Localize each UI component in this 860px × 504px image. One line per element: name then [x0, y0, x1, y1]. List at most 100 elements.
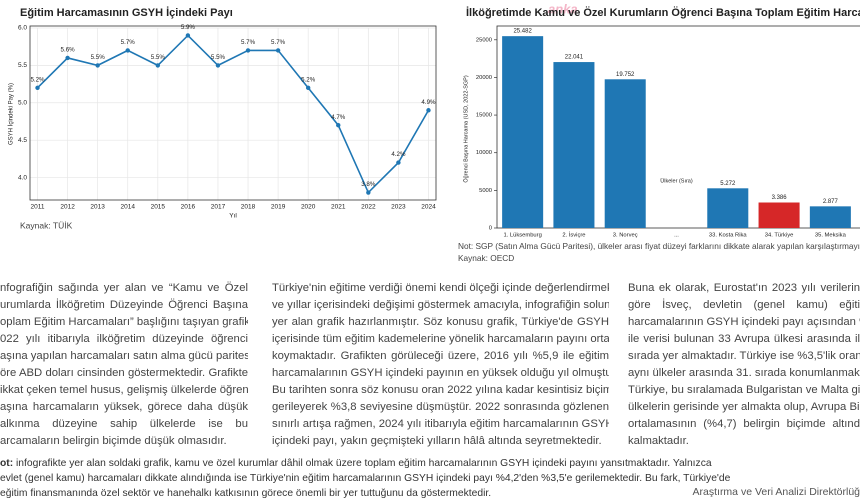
- text-line: aynı ülkeler arasında 31. sırada konumla…: [628, 367, 860, 379]
- text-line: içerisinde tüm eğitim kademelerine yönel…: [272, 333, 609, 345]
- data-label: 25.482: [513, 29, 532, 35]
- text-line: 022 yılı itibarıyla ilköğretim düzeyinde…: [0, 333, 248, 345]
- y-tick-label: 15000: [476, 113, 492, 119]
- x-tick-label: 3. Norveç: [613, 233, 638, 239]
- note-text: evlet (genel kamu) harcamaları dikkate a…: [0, 473, 731, 484]
- text-column: Buna ek olarak, Eurostat'ın 2023 yılı ve…: [628, 280, 860, 450]
- plot-frame: [496, 25, 860, 229]
- text-line: arcamaların belirgin biçimde düşük olmas…: [0, 435, 227, 447]
- x-axis-label: Ülkeler (Sıra): [660, 177, 693, 184]
- bar: [604, 79, 646, 229]
- y-axis-label: GSYH İçindeki Pay (%): [8, 83, 15, 145]
- point: [215, 63, 221, 68]
- charts: anka Eğitim Harcamasının GSYH İçindeki Pa…: [8, 1, 860, 263]
- data-label: 4.7%: [331, 114, 346, 121]
- bar: [809, 206, 851, 228]
- plot-frame: [29, 25, 437, 201]
- text-line: harcamalarının GSYH içindeki payının en …: [272, 367, 609, 379]
- chart-note: Not: SGP (Satın Alma Gücü Paritesi), ülk…: [458, 241, 860, 251]
- y-tick-label: 4.5: [18, 137, 27, 144]
- point: [185, 33, 191, 38]
- text-line: koymaktadır. Grafikten görüleceği üzere,…: [272, 350, 609, 362]
- text-line: kalmaktadır.: [628, 435, 689, 447]
- data-label: 5.5%: [211, 54, 226, 61]
- point: [275, 48, 281, 53]
- data-label: 2.877: [823, 199, 839, 205]
- text-line: aşına harcamaların yüksek, görece daha d…: [0, 401, 248, 413]
- y-tick-label: 0: [489, 226, 492, 232]
- note-text: infografikte yer alan soldaki grafik, ka…: [13, 458, 712, 469]
- point: [305, 85, 311, 91]
- x-tick-label: 2013: [90, 204, 105, 211]
- bar: [502, 36, 544, 228]
- line: [36, 34, 430, 194]
- text-line: sınırlı artışa rağmen, 2024 yılı itibarı…: [272, 418, 609, 430]
- x-tick-label: 34. Türkiye: [765, 233, 794, 239]
- text-column: Türkiye'nin eğitime verdiği önemi kendi …: [272, 280, 609, 450]
- note-line: ot: infografikte yer alan soldaki grafik…: [0, 456, 860, 471]
- source: Kaynak: OECD: [458, 253, 514, 263]
- x-tick-label: 2014: [121, 204, 136, 211]
- point: [155, 63, 161, 68]
- text-line: ortalamasının (%4,7) belirgin biçimde al…: [628, 418, 860, 430]
- data-label: 4.2%: [391, 151, 406, 158]
- x-tick-label: 33. Kosta Rika: [709, 233, 747, 239]
- text-line: harcamalarının GSYH içindeki payı açısın…: [628, 316, 860, 328]
- text-line: içindeki payı, yakın geçmişteki yılların…: [272, 435, 602, 447]
- point: [336, 123, 341, 128]
- x-tick-label: 2011: [31, 204, 45, 211]
- data-label: 5.7%: [271, 39, 286, 46]
- text-line: alkınma düzeyine sahip ülkelerde ise bu: [0, 418, 248, 430]
- source: Kaynak: TÜİK: [20, 220, 73, 230]
- y-tick-label: 20000: [476, 75, 492, 81]
- text-line: ile verisi bulunan 33 Avrupa ülkesi aras…: [628, 333, 860, 345]
- x-tick-label: 1. Lüksemburg: [503, 233, 541, 239]
- point: [95, 63, 100, 68]
- data-label: 5.6%: [61, 47, 76, 54]
- x-tick-label: 2024: [421, 204, 436, 211]
- x-tick-label: 2023: [391, 204, 406, 211]
- y-tick-label: 4.0: [18, 174, 27, 181]
- x-tick-label: 2016: [181, 204, 196, 211]
- point: [35, 85, 40, 91]
- x-tick-label: 2012: [60, 204, 75, 211]
- y-tick-label: 5.5: [18, 62, 27, 69]
- data-label: 5.2%: [301, 76, 316, 83]
- data-label: 5.5%: [151, 54, 166, 61]
- y-tick-label: 10000: [476, 150, 492, 156]
- note-text: eğitim finansmanında özel sektör ve hane…: [0, 488, 492, 499]
- text-line: sırada yer almaktadır. Türkiye ise %3,5'…: [628, 350, 860, 362]
- text-line: yer alan grafik hazırlanmıştır. Söz konu…: [272, 316, 609, 328]
- point: [245, 48, 251, 53]
- y-tick-label: 6.0: [18, 25, 27, 32]
- note-line: evlet (genel kamu) harcamaları dikkate a…: [0, 471, 860, 486]
- x-tick-label: 2. İsviçre: [562, 232, 585, 239]
- data-label: 4.9%: [421, 99, 436, 106]
- note-label: ot:: [0, 458, 14, 469]
- text-line: gerileyerek %3,8 seviyesine düşmüştür. 2…: [272, 401, 609, 413]
- text-line: Türkiye, bu sıralamada Bulgaristan ve Ma…: [628, 384, 860, 396]
- text-line: göre İsveç, devletin (genel kamu) eğiti: [628, 299, 860, 311]
- chart-title: Eğitim Harcamasının GSYH İçindeki Payı: [20, 6, 233, 19]
- x-tick-label: 2021: [331, 204, 346, 211]
- text-line: oplam Eğitim Harcamaları” başlığını taşı…: [0, 316, 248, 328]
- footer: Araştırma ve Veri Analizi Direktörlüğ: [692, 486, 860, 498]
- data-label: 5.9%: [181, 24, 196, 31]
- text-line: nfografiğin sağında yer alan ve “Kamu ve…: [0, 282, 248, 294]
- y-axis-label: Öğrenci Başına Harcama (USD, 2022-SGP): [462, 75, 469, 182]
- x-tick-label: 2020: [301, 204, 316, 211]
- watermark: anka: [548, 1, 578, 16]
- data-label: 3.8%: [361, 181, 376, 188]
- note: ot: infografikte yer alan soldaki grafik…: [0, 456, 860, 501]
- x-tick-label: 35. Meksika: [815, 233, 847, 239]
- data-label: 5.272: [720, 181, 736, 187]
- y-tick-label: 5.0: [18, 100, 27, 107]
- data-label: 5.2%: [30, 76, 45, 83]
- text-line: urumlarda İlköğretim Düzeyinde Öğrenci B…: [0, 299, 248, 311]
- x-axis-label: Yıl: [229, 213, 237, 220]
- note-line: eğitim finansmanında özel sektör ve hane…: [0, 486, 860, 501]
- bar: [707, 188, 749, 228]
- point: [396, 160, 401, 165]
- text-line: Buna ek olarak, Eurostat'ın 2023 yılı ve…: [628, 282, 860, 294]
